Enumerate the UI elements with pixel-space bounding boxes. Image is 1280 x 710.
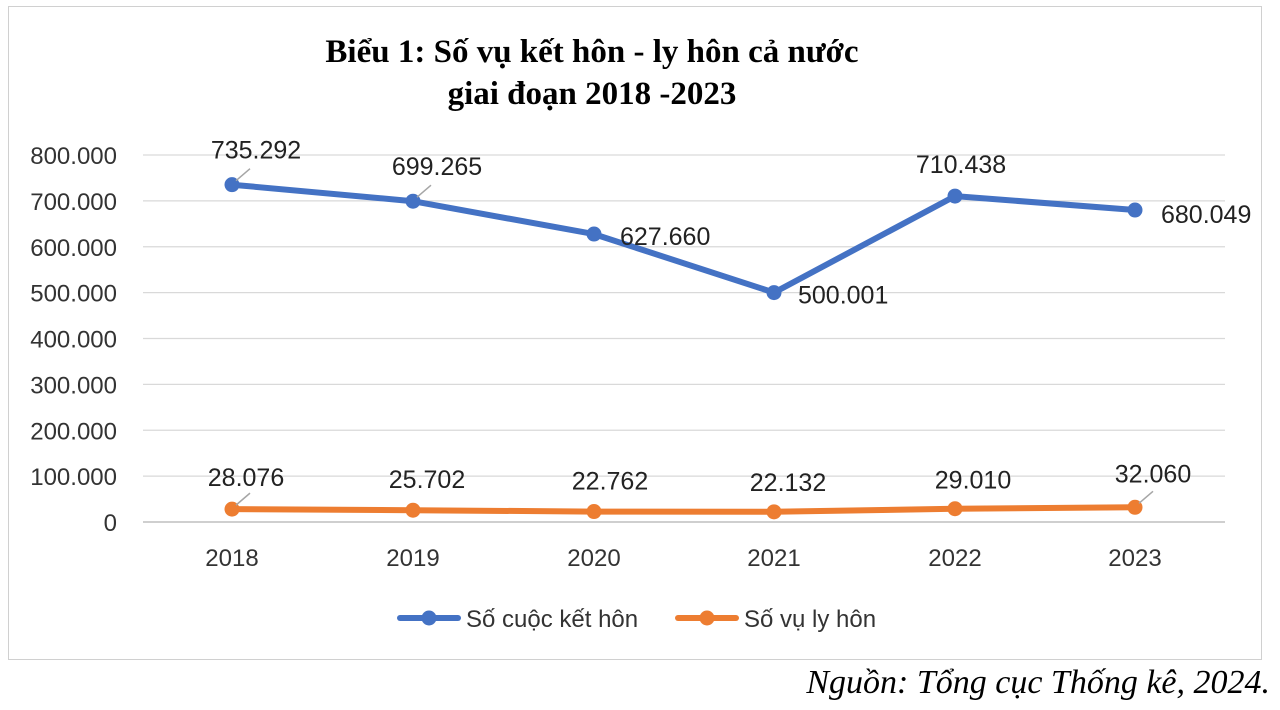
legend-swatch-marker (699, 610, 715, 626)
data-point (1127, 499, 1143, 515)
data-point (586, 226, 602, 242)
legend-label: Số vụ ly hôn (744, 606, 876, 633)
axes: 0 100.000 200.000 300.000 400.000 500.000 600.… (30, 143, 1161, 572)
x-tick-label: 2023 (1108, 545, 1161, 572)
data-label: 22.762 (572, 468, 648, 496)
data-label: 627.660 (620, 223, 710, 251)
data-point (224, 501, 240, 517)
label-leader-line (416, 184, 432, 198)
data-point (766, 504, 782, 520)
data-label: 735.292 (211, 137, 301, 165)
legend-label: Số cuộc kết hôn (466, 606, 638, 633)
data-point (224, 177, 240, 193)
y-tick-label: 100.000 (30, 464, 117, 491)
series-line-1 (229, 181, 1138, 296)
y-tick-label: 200.000 (30, 418, 117, 445)
data-point (586, 504, 602, 520)
y-tick-label: 300.000 (30, 372, 117, 399)
data-label: 25.702 (389, 466, 465, 494)
data-label: 699.265 (392, 153, 482, 181)
data-point (1127, 202, 1143, 218)
x-tick-label: 2020 (567, 545, 620, 572)
data-label: 28.076 (208, 464, 284, 492)
data-label: 710.438 (916, 151, 1006, 179)
source-note: Nguồn: Tổng cục Thống kê, 2024. (806, 664, 1270, 701)
series-line-2 (229, 504, 1138, 515)
label-leader-line (235, 168, 251, 182)
data-point (766, 285, 782, 301)
data-point (405, 193, 421, 209)
chart-frame (8, 6, 1262, 660)
x-tick-label: 2021 (747, 545, 800, 572)
legend-swatch-marker (421, 610, 437, 626)
data-point (947, 188, 963, 204)
data-point (405, 502, 421, 518)
data-label: 29.010 (935, 467, 1011, 495)
label-leader-line (235, 492, 251, 506)
x-tick-label: 2022 (928, 545, 981, 572)
x-tick-label: 2018 (205, 545, 258, 572)
y-tick-label: 500.000 (30, 281, 117, 308)
data-label: 680.049 (1161, 201, 1251, 229)
label-leader-line (1138, 490, 1154, 504)
series-layer (224, 177, 1143, 520)
data-label: 32.060 (1115, 460, 1191, 488)
legend: Số cuộc kết hôn Số vụ ly hôn (397, 606, 876, 633)
chart-title-line-2: giai đoạn 2018 -2023 (448, 76, 737, 112)
data-point (947, 501, 963, 517)
y-tick-label: 700.000 (30, 189, 117, 216)
y-tick-label: 400.000 (30, 327, 117, 354)
y-tick-label: 0 (104, 510, 117, 537)
x-tick-label: 2019 (386, 545, 439, 572)
y-tick-label: 800.000 (30, 143, 117, 170)
data-label: 22.132 (750, 469, 826, 497)
chart-title-line-1: Biểu 1: Số vụ kết hôn - ly hôn cả nước (325, 34, 858, 70)
data-labels: 735.292 699.265 627.660 500.001 710.438 680.0… (208, 137, 1251, 506)
y-tick-label: 600.000 (30, 235, 117, 262)
data-label: 500.001 (798, 282, 888, 310)
grid-lines (143, 154, 1225, 523)
